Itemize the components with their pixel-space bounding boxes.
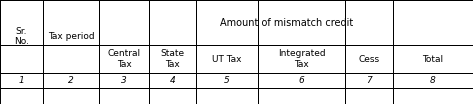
- Text: State
Tax: State Tax: [160, 49, 185, 69]
- Bar: [393, 88, 473, 104]
- Bar: [345, 45, 393, 73]
- Text: Total: Total: [422, 54, 443, 64]
- Text: 2: 2: [68, 76, 74, 85]
- Bar: [0, 0, 43, 45]
- Bar: [99, 0, 149, 45]
- Text: Integrated
Tax: Integrated Tax: [278, 49, 325, 69]
- Bar: [99, 0, 473, 45]
- Text: UT Tax: UT Tax: [212, 54, 242, 64]
- Bar: [43, 73, 99, 88]
- Bar: [99, 45, 149, 73]
- Bar: [258, 88, 345, 104]
- Bar: [196, 73, 258, 88]
- Bar: [43, 45, 99, 73]
- Bar: [258, 0, 345, 45]
- Bar: [43, 0, 99, 73]
- Text: Central
Tax: Central Tax: [107, 49, 141, 69]
- Bar: [258, 73, 345, 88]
- Bar: [196, 45, 258, 73]
- Bar: [149, 88, 196, 104]
- Bar: [0, 45, 43, 73]
- Bar: [43, 88, 99, 104]
- Text: 6: 6: [298, 76, 305, 85]
- Bar: [0, 45, 43, 73]
- Bar: [99, 0, 473, 45]
- Bar: [0, 73, 43, 88]
- Text: Sr.
No.: Sr. No.: [14, 27, 29, 46]
- Text: 5: 5: [224, 76, 230, 85]
- Bar: [43, 0, 99, 45]
- Bar: [393, 73, 473, 88]
- Bar: [196, 88, 258, 104]
- Bar: [258, 45, 345, 73]
- Bar: [149, 73, 196, 88]
- Text: 1: 1: [18, 76, 24, 85]
- Bar: [99, 73, 149, 88]
- Bar: [149, 45, 196, 73]
- Bar: [393, 0, 473, 45]
- Text: Tax period: Tax period: [48, 32, 94, 41]
- Bar: [345, 88, 393, 104]
- Bar: [0, 0, 43, 73]
- Bar: [99, 88, 149, 104]
- Bar: [43, 45, 99, 73]
- Bar: [393, 45, 473, 73]
- Text: 8: 8: [430, 76, 436, 85]
- Bar: [196, 0, 258, 45]
- Bar: [149, 0, 196, 45]
- Text: Amount of mismatch credit: Amount of mismatch credit: [219, 18, 353, 28]
- Bar: [345, 0, 393, 45]
- Bar: [0, 0, 43, 45]
- Bar: [0, 88, 43, 104]
- Text: 7: 7: [366, 76, 372, 85]
- Bar: [43, 0, 99, 45]
- Bar: [345, 73, 393, 88]
- Text: 4: 4: [170, 76, 175, 85]
- Text: 3: 3: [121, 76, 127, 85]
- Text: Cess: Cess: [359, 54, 379, 64]
